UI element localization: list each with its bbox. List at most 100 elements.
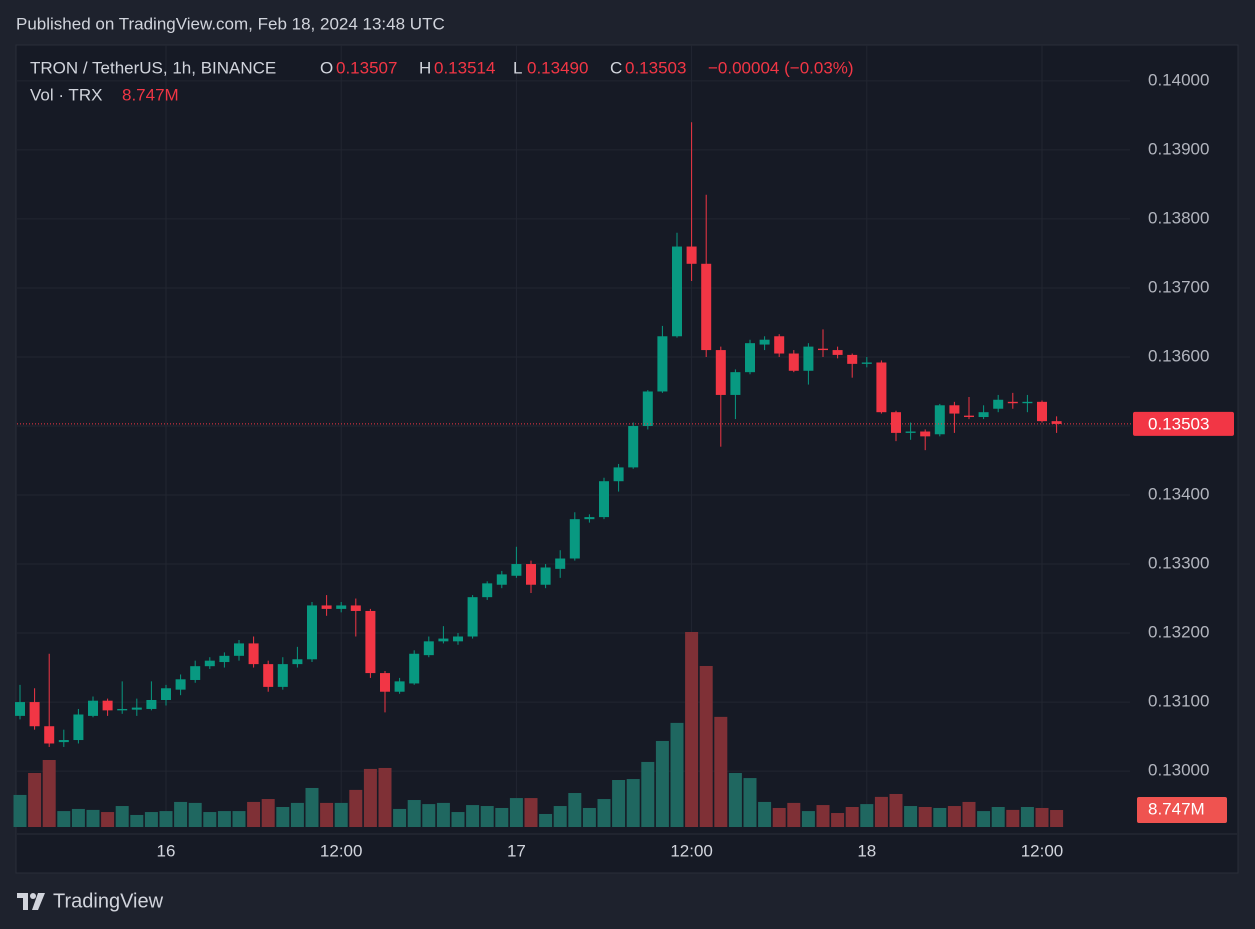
volume-bar — [1006, 809, 1020, 827]
volume-badge — [1137, 797, 1227, 824]
candle-body — [526, 564, 536, 585]
candle-body — [15, 702, 25, 716]
y-tick-label: 0.13300 — [1148, 554, 1209, 573]
candle-body — [88, 700, 98, 716]
volume-bar — [232, 811, 246, 827]
candle-body — [759, 339, 770, 345]
candle-body — [599, 481, 609, 518]
volume-bar — [144, 812, 158, 827]
candle-body — [190, 666, 201, 680]
candle-body — [365, 610, 376, 674]
volume-bar — [904, 806, 918, 827]
candle-body — [73, 714, 84, 741]
legend-value: 0.13490 — [527, 58, 588, 77]
candle-body — [540, 567, 551, 585]
candle-body — [672, 246, 682, 337]
volume-bar — [217, 811, 231, 827]
volume-bar — [991, 806, 1005, 827]
candle-body — [175, 679, 186, 690]
candle-body — [584, 517, 595, 520]
candle-body — [336, 605, 347, 609]
volume-bar — [641, 761, 655, 827]
candle-body — [993, 399, 1004, 409]
candle-body — [29, 702, 40, 727]
candle-body — [964, 415, 974, 418]
volume-bar — [1050, 810, 1064, 827]
candle-body — [146, 700, 157, 709]
legend-label: O — [320, 58, 333, 77]
candle-body — [482, 583, 493, 598]
volume-bar — [320, 802, 334, 827]
candle-body — [847, 354, 858, 364]
brand-logo — [17, 893, 45, 910]
candle-body — [1051, 421, 1062, 424]
volume-bar — [349, 789, 363, 827]
plot-area: 0.13000 0.13100 0.13200 0.13300 0.13400 0.135… — [13, 45, 1237, 860]
volume-bar — [801, 811, 815, 827]
x-tick-label: 12:00 — [670, 841, 713, 860]
y-tick-label: 0.13100 — [1148, 692, 1209, 711]
volume-bar — [918, 806, 932, 827]
volume-title: Vol · TRX — [30, 85, 102, 104]
volume-bar — [305, 787, 319, 827]
candle-body — [58, 740, 69, 743]
volume-bar — [378, 767, 392, 827]
candle-body — [263, 664, 274, 687]
volume-bar — [71, 808, 85, 827]
volume-bar — [334, 802, 348, 827]
candle-body — [978, 412, 989, 418]
x-tick-label: 16 — [157, 841, 176, 860]
volume-bar — [115, 806, 129, 827]
candle-body — [715, 350, 726, 395]
volume-bar — [728, 773, 742, 827]
legend-value: 0.13507 — [336, 58, 397, 77]
volume-badge-label: 8.747M — [1148, 799, 1205, 818]
y-tick-label: 0.13800 — [1148, 208, 1209, 227]
candle-body — [818, 348, 828, 351]
volume-bar — [889, 793, 903, 827]
x-tick-label: 12:00 — [320, 841, 363, 860]
x-tick-label: 17 — [507, 841, 526, 860]
candle-body — [642, 391, 653, 426]
volume-bar — [714, 716, 728, 827]
candle-body — [803, 346, 814, 371]
volume-bar — [509, 798, 523, 827]
candle-body — [701, 263, 712, 351]
candle-body — [496, 574, 507, 585]
brand-name: TradingView — [53, 890, 164, 912]
volume-bar — [685, 632, 699, 827]
legend-label: C — [610, 58, 622, 77]
candle-body — [628, 425, 639, 468]
y-tick-label: 0.13600 — [1148, 346, 1209, 365]
legend-label: L — [513, 58, 522, 77]
volume-bar — [203, 812, 217, 827]
volume-bar — [159, 811, 173, 827]
candle-body — [657, 336, 668, 392]
volume-bar — [860, 804, 874, 827]
volume-bar — [363, 768, 377, 827]
symbol-title: TRON / TetherUS, 1h, BINANCE — [30, 58, 276, 77]
candle-body — [686, 246, 697, 264]
candle-body — [204, 660, 215, 667]
volume-bar — [28, 773, 42, 827]
volume-value: 8.747M — [122, 85, 179, 104]
y-tick-label: 0.13900 — [1148, 139, 1209, 158]
x-tick-label: 18 — [857, 841, 876, 860]
legend-change: −0.00004 (−0.03%) — [708, 58, 854, 77]
candle-body — [394, 681, 405, 692]
last-price-label: 0.13503 — [1148, 414, 1209, 433]
candle-body — [511, 564, 522, 576]
candle-body — [788, 353, 799, 371]
candle-body — [350, 605, 361, 611]
volume-bar — [947, 806, 961, 827]
volume-bar — [57, 811, 71, 827]
volume-bar — [933, 807, 947, 827]
volume-bar — [1035, 807, 1049, 827]
volume-bar — [290, 802, 304, 827]
candle-body — [277, 664, 288, 687]
y-tick-label: 0.13200 — [1148, 623, 1209, 642]
candle-body — [307, 605, 317, 660]
volume-bar — [699, 665, 713, 827]
candle-body — [569, 519, 580, 559]
